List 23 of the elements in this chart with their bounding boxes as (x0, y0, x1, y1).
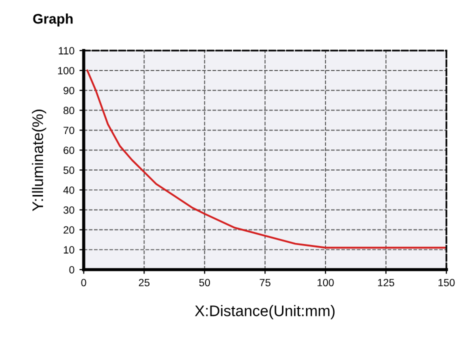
x-tick-label: 125 (378, 278, 394, 286)
y-tick-label: 50 (64, 166, 74, 174)
x-tick-label: 25 (138, 278, 150, 286)
line-series (86, 70, 446, 249)
y-tick-label: 30 (63, 206, 74, 214)
x-tick-label: 0 (81, 278, 86, 286)
y-tick-label: 0 (69, 266, 74, 274)
x-tick-label: 75 (260, 279, 270, 286)
x-tick-label: 150 (438, 278, 455, 286)
y-tick-label: 40 (63, 186, 74, 194)
y-tick-label: 60 (64, 146, 74, 154)
chart-title: Graph (33, 14, 73, 26)
y-tick-label: 70 (64, 126, 74, 134)
y-tick-label: 90 (64, 86, 74, 94)
y-tick-label: 10 (64, 246, 74, 254)
x-axis-title: X:Distance(Unit:mm) (194, 305, 335, 320)
y-tick-label: 100 (58, 66, 74, 74)
y-tick-label: 80 (64, 106, 74, 114)
x-tick-label: 100 (318, 278, 334, 286)
y-tick-label: 110 (58, 47, 74, 54)
x-tick-label: 50 (199, 278, 210, 286)
y-axis-title: Y:Illuminate(%) (32, 110, 46, 212)
y-tick-label: 20 (64, 226, 74, 234)
